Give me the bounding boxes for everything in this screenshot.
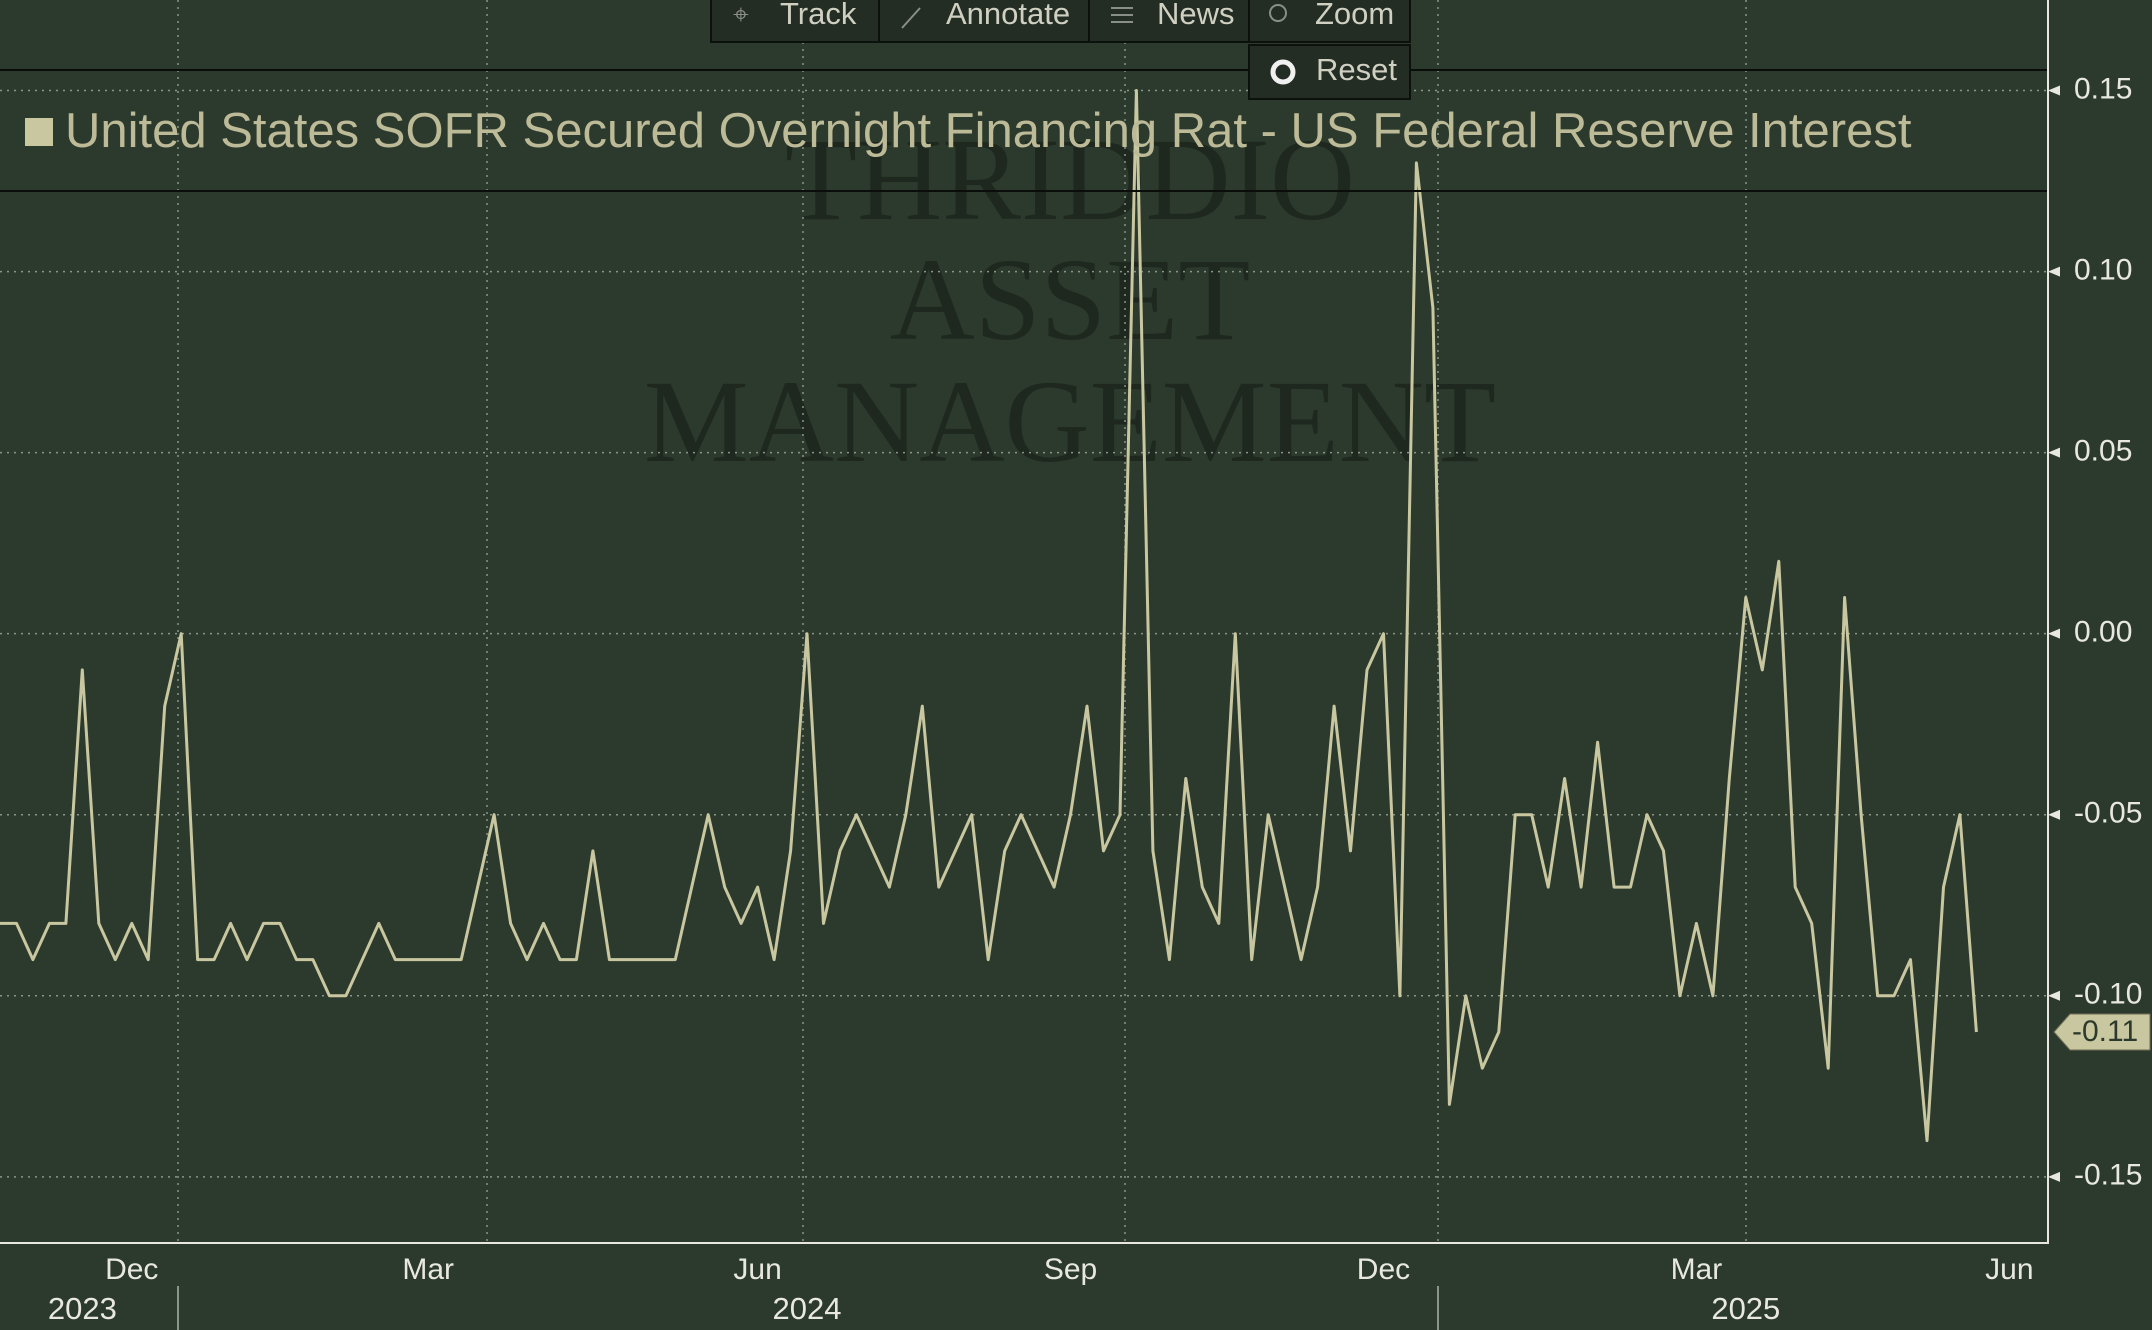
x-tick-label: Mar — [402, 1253, 454, 1286]
x-tick-label: Jun — [733, 1253, 781, 1286]
last-value-label: -0.11 — [2072, 1015, 2138, 1048]
track-icon: ⌖ — [733, 0, 749, 29]
watermark: THRIDDIO ASSET MANAGEMENT — [644, 114, 1496, 487]
legend-label: United States SOFR Secured Overnight Fin… — [65, 104, 1912, 158]
annotate-icon — [901, 7, 921, 29]
x-tick-label: Jun — [1985, 1253, 2033, 1286]
toolbar: Track ⌖ Annotate News Zoom Reset — [710, 0, 1411, 100]
annotate-label[interactable]: Annotate — [946, 0, 1070, 31]
y-tick — [2048, 266, 2060, 277]
x-tick-label: Dec — [105, 1253, 158, 1286]
y-tick — [2048, 990, 2060, 1001]
year-label: 2024 — [773, 1291, 842, 1326]
year-label: 2025 — [1711, 1291, 1780, 1326]
reset-label[interactable]: Reset — [1316, 52, 1397, 87]
legend: United States SOFR Secured Overnight Fin… — [0, 69, 2048, 192]
watermark-line: THRIDDIO — [785, 114, 1355, 245]
news-label[interactable]: News — [1157, 0, 1235, 31]
track-button[interactable] — [710, 0, 880, 43]
watermark-line: ASSET — [890, 234, 1251, 365]
zoom-icon — [1269, 4, 1287, 22]
last-value-tag — [2053, 1013, 2151, 1051]
y-tick — [2048, 447, 2060, 458]
news-icon — [1111, 7, 1133, 23]
track-label[interactable]: Track — [780, 0, 857, 31]
y-tick-label: -0.05 — [2074, 797, 2142, 830]
y-tick — [2048, 1171, 2060, 1182]
annotate-button[interactable] — [878, 0, 1090, 43]
x-tick-label: Sep — [1044, 1253, 1097, 1286]
x-tick-label: Dec — [1357, 1253, 1410, 1286]
reset-icon — [1270, 59, 1296, 85]
y-tick-label: 0.00 — [2074, 616, 2132, 649]
zoom-label[interactable]: Zoom — [1315, 0, 1394, 31]
y-tick — [2048, 628, 2060, 639]
y-tick — [2048, 809, 2060, 820]
legend-swatch — [25, 118, 53, 146]
year-label: 2023 — [48, 1291, 117, 1326]
series-line — [0, 89, 1978, 1143]
y-tick-label: 0.10 — [2074, 253, 2132, 286]
y-tick — [2048, 85, 2060, 96]
watermark-line: MANAGEMENT — [644, 356, 1496, 487]
y-tick-label: 0.15 — [2074, 72, 2132, 105]
plot — [0, 89, 2048, 1178]
reset-button[interactable] — [1248, 44, 1411, 100]
y-tick-label: 0.05 — [2074, 435, 2132, 468]
y-tick-label: -0.10 — [2074, 978, 2142, 1011]
x-tick-label: Mar — [1671, 1253, 1723, 1286]
y-tick-label: -0.15 — [2074, 1159, 2142, 1192]
